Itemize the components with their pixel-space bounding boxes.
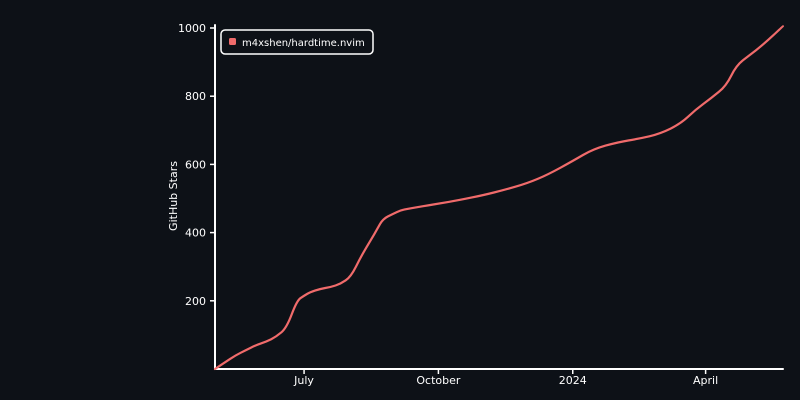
x-tick-label: April xyxy=(693,374,718,387)
y-tick-label: 1000 xyxy=(178,22,206,35)
series-line xyxy=(213,25,785,371)
legend-label: m4xshen/hardtime.nvim xyxy=(242,38,365,49)
y-tick-label: 200 xyxy=(185,295,206,308)
y-tick-label: 400 xyxy=(185,227,206,240)
y-tick-label: 800 xyxy=(185,90,206,103)
y-axis-label: GitHub Stars xyxy=(167,161,180,231)
y-ticks: 200 400 600 800 1000 xyxy=(178,22,215,308)
x-tick-label: July xyxy=(293,374,314,387)
x-tick-label: 2024 xyxy=(559,374,587,387)
x-tick-label: October xyxy=(416,374,460,387)
x-ticks: July October 2024 April xyxy=(293,369,718,387)
series-layer xyxy=(213,25,785,371)
y-tick-label: 600 xyxy=(185,158,206,171)
legend-swatch xyxy=(229,38,236,45)
legend-box xyxy=(220,29,374,55)
legend: m4xshen/hardtime.nvim xyxy=(220,29,374,55)
